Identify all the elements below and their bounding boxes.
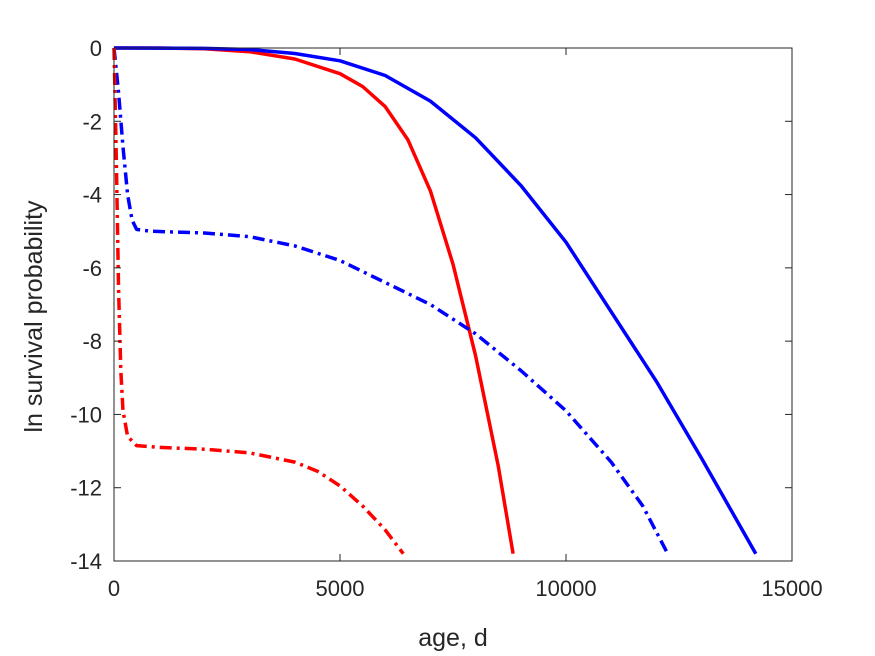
y-tick-label: 0 — [90, 36, 102, 61]
y-tick-label: -4 — [82, 183, 102, 208]
series-lines — [112, 46, 758, 555]
x-axis-ticks: 0 5000 10000 15000 — [108, 48, 823, 601]
y-axis-label: ln survival probability — [20, 200, 48, 433]
y-tick-label: -14 — [70, 549, 102, 574]
x-tick-label: 0 — [108, 576, 120, 601]
series-line-2 — [113, 46, 758, 555]
y-tick-label: -6 — [82, 256, 102, 281]
x-tick-label: 15000 — [761, 576, 822, 601]
series-line-3 — [112, 47, 670, 555]
x-tick-label: 10000 — [535, 576, 596, 601]
y-tick-label: -10 — [70, 402, 102, 427]
y-tick-label: -8 — [82, 329, 102, 354]
series-line-1 — [114, 46, 515, 554]
series-line-4 — [112, 47, 405, 555]
y-axis-ticks: 0 -2 -4 -6 -8 -10 -12 -14 — [70, 36, 792, 574]
y-tick-label: -2 — [82, 109, 102, 134]
y-tick-label: -12 — [70, 476, 102, 501]
plot-area-frame — [113, 47, 793, 562]
x-axis-label: age, d — [418, 624, 488, 652]
x-tick-label: 5000 — [316, 576, 365, 601]
